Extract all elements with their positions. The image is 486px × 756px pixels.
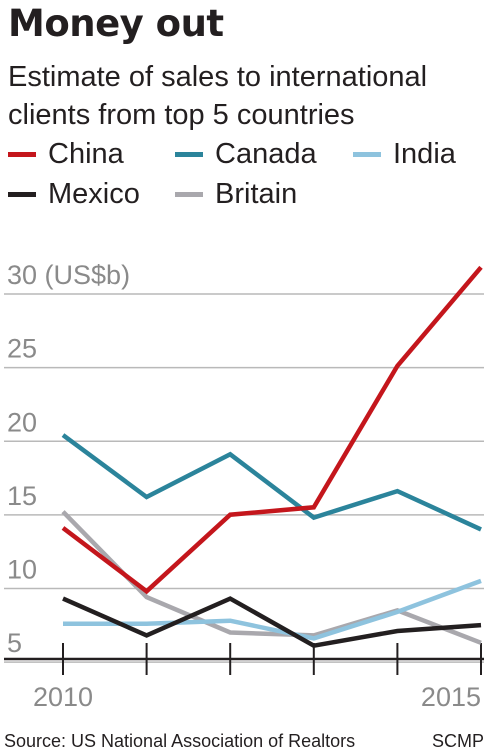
y-tick-label-30: 30 (US$b) bbox=[7, 260, 130, 290]
legend-swatch-britain bbox=[175, 192, 203, 197]
chart-title: Money out bbox=[8, 2, 224, 45]
legend-item-canada: Canada bbox=[175, 138, 317, 171]
legend-label-mexico: Mexico bbox=[48, 178, 140, 210]
legend-swatch-canada bbox=[175, 152, 203, 157]
series-line-china bbox=[61, 265, 483, 595]
y-tick-label-25: 25 bbox=[7, 334, 37, 364]
y-tick-label-20: 20 bbox=[7, 407, 37, 437]
source-line: Source: US National Association of Realt… bbox=[4, 731, 484, 752]
x-tick-label-2015: 2015 bbox=[421, 682, 481, 712]
legend-item-china: China bbox=[8, 138, 124, 171]
legend-item-india: India bbox=[353, 138, 456, 171]
legend-swatch-china bbox=[8, 152, 36, 157]
legend-label-canada: Canada bbox=[215, 138, 317, 170]
series-line-canada bbox=[61, 433, 482, 532]
legend-label-britain: Britain bbox=[215, 178, 298, 210]
y-tick-label-15: 15 bbox=[7, 481, 37, 511]
legend-item-mexico: Mexico bbox=[8, 178, 140, 211]
legend-label-china: China bbox=[48, 138, 124, 170]
source-text: Source: US National Association of Realt… bbox=[4, 731, 356, 751]
legend-label-india: India bbox=[393, 138, 456, 170]
legend-swatch-india bbox=[353, 152, 381, 157]
series-line-mexico bbox=[62, 596, 482, 649]
legend-swatch-mexico bbox=[8, 192, 36, 197]
chart-subtitle: Estimate of sales to international clien… bbox=[8, 61, 428, 131]
x-tick-label-2010: 2010 bbox=[33, 682, 93, 712]
y-tick-label-10: 10 bbox=[7, 555, 37, 585]
y-tick-label-5: 5 bbox=[7, 628, 22, 658]
series-line-india bbox=[63, 578, 482, 641]
credit-text: SCMP bbox=[431, 731, 484, 751]
legend-item-britain: Britain bbox=[175, 178, 297, 211]
